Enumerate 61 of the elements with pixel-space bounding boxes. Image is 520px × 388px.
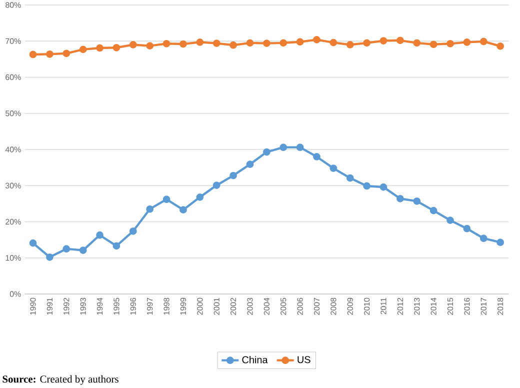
point xyxy=(79,246,87,254)
point xyxy=(129,227,137,235)
point xyxy=(496,42,504,50)
point xyxy=(380,183,388,191)
point xyxy=(212,40,220,47)
point xyxy=(262,148,270,156)
point xyxy=(29,239,37,247)
point xyxy=(430,206,438,214)
point xyxy=(146,205,154,213)
point xyxy=(330,164,338,172)
point xyxy=(196,38,204,46)
point xyxy=(246,160,254,168)
point xyxy=(230,41,237,49)
point xyxy=(396,36,404,44)
point xyxy=(62,50,70,58)
point xyxy=(463,38,471,46)
point xyxy=(96,44,104,52)
point xyxy=(330,38,338,46)
point xyxy=(112,242,120,250)
point xyxy=(246,39,254,47)
point xyxy=(413,197,421,205)
point xyxy=(196,194,204,201)
point xyxy=(446,216,454,224)
point xyxy=(346,174,354,182)
point xyxy=(230,172,237,180)
point xyxy=(96,231,104,239)
point xyxy=(296,144,304,152)
point xyxy=(480,234,488,242)
legend-label: US xyxy=(298,356,310,364)
point xyxy=(129,41,137,48)
point xyxy=(363,182,370,190)
point xyxy=(212,182,220,189)
point xyxy=(480,38,488,46)
point xyxy=(463,224,471,232)
point xyxy=(180,206,187,214)
point xyxy=(146,42,154,50)
point xyxy=(363,39,370,47)
legend-label: China xyxy=(242,356,268,364)
point xyxy=(46,50,54,58)
point xyxy=(446,40,454,48)
point xyxy=(396,194,404,202)
point xyxy=(29,50,37,58)
point xyxy=(62,245,70,253)
point xyxy=(112,44,120,52)
point xyxy=(180,40,187,48)
point xyxy=(430,40,438,48)
point xyxy=(262,40,270,47)
point xyxy=(79,46,87,54)
point xyxy=(496,238,504,246)
point xyxy=(162,40,170,48)
point xyxy=(413,39,421,47)
point xyxy=(46,253,54,261)
point xyxy=(380,37,388,44)
point xyxy=(280,144,288,152)
text: Source: Created by authors xyxy=(2,375,118,385)
point xyxy=(313,153,320,160)
point xyxy=(280,39,288,47)
point xyxy=(296,38,304,46)
point xyxy=(313,36,320,44)
point xyxy=(162,196,170,204)
point xyxy=(346,41,354,48)
